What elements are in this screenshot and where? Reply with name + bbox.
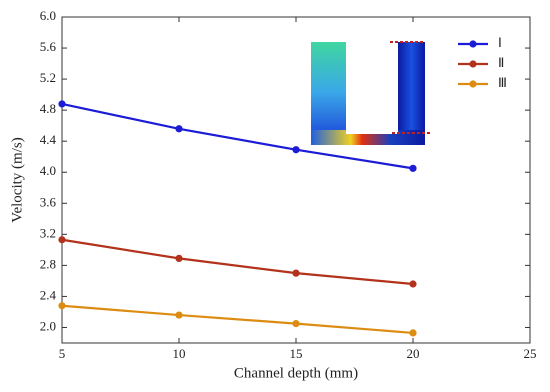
y-tick-label: 4.8 [40, 101, 56, 116]
y-tick-label: 2.4 [40, 287, 57, 302]
y-tick-label: 4.0 [40, 163, 56, 178]
y-tick-label: 2.8 [40, 256, 56, 271]
y-tick-label: 4.4 [40, 132, 57, 147]
point [292, 319, 300, 328]
point [175, 125, 183, 133]
point [409, 164, 417, 172]
y-tick-label: 5.2 [40, 70, 56, 85]
point [58, 236, 66, 244]
legend-label: Ⅰ [498, 35, 502, 50]
point [292, 146, 300, 154]
x-tick-label: 10 [173, 346, 186, 361]
series-line [61, 304, 414, 335]
x-axis-title: Channel depth (mm) [234, 365, 358, 381]
x-tick-label: 25 [524, 346, 537, 361]
point [175, 311, 183, 319]
point [292, 269, 300, 277]
plot-frame [61, 16, 531, 344]
y-tick-label: 3.6 [40, 194, 57, 209]
legend-marker [469, 80, 477, 88]
y-tick-label: 2.0 [40, 318, 56, 333]
series-line [61, 102, 414, 170]
y-tick-label: 6.0 [40, 8, 56, 23]
x-tick-label: 5 [59, 346, 66, 361]
point [409, 280, 417, 288]
point [58, 100, 66, 108]
x-tick-label: 15 [290, 346, 303, 361]
y-tick-label: 3.2 [40, 225, 56, 240]
series-line [61, 238, 414, 286]
legend-label: Ⅱ [498, 55, 504, 70]
x-tick-label: 20 [407, 346, 420, 361]
y-axis-title: Velocity (m/s) [9, 137, 25, 222]
y-tick-label: 5.6 [40, 39, 57, 54]
inset-image [311, 41, 430, 145]
point [175, 254, 183, 262]
legend-marker [469, 40, 477, 48]
legend-marker [469, 60, 477, 68]
legend-label: Ⅲ [498, 75, 507, 90]
point [409, 329, 417, 337]
point [58, 302, 66, 310]
